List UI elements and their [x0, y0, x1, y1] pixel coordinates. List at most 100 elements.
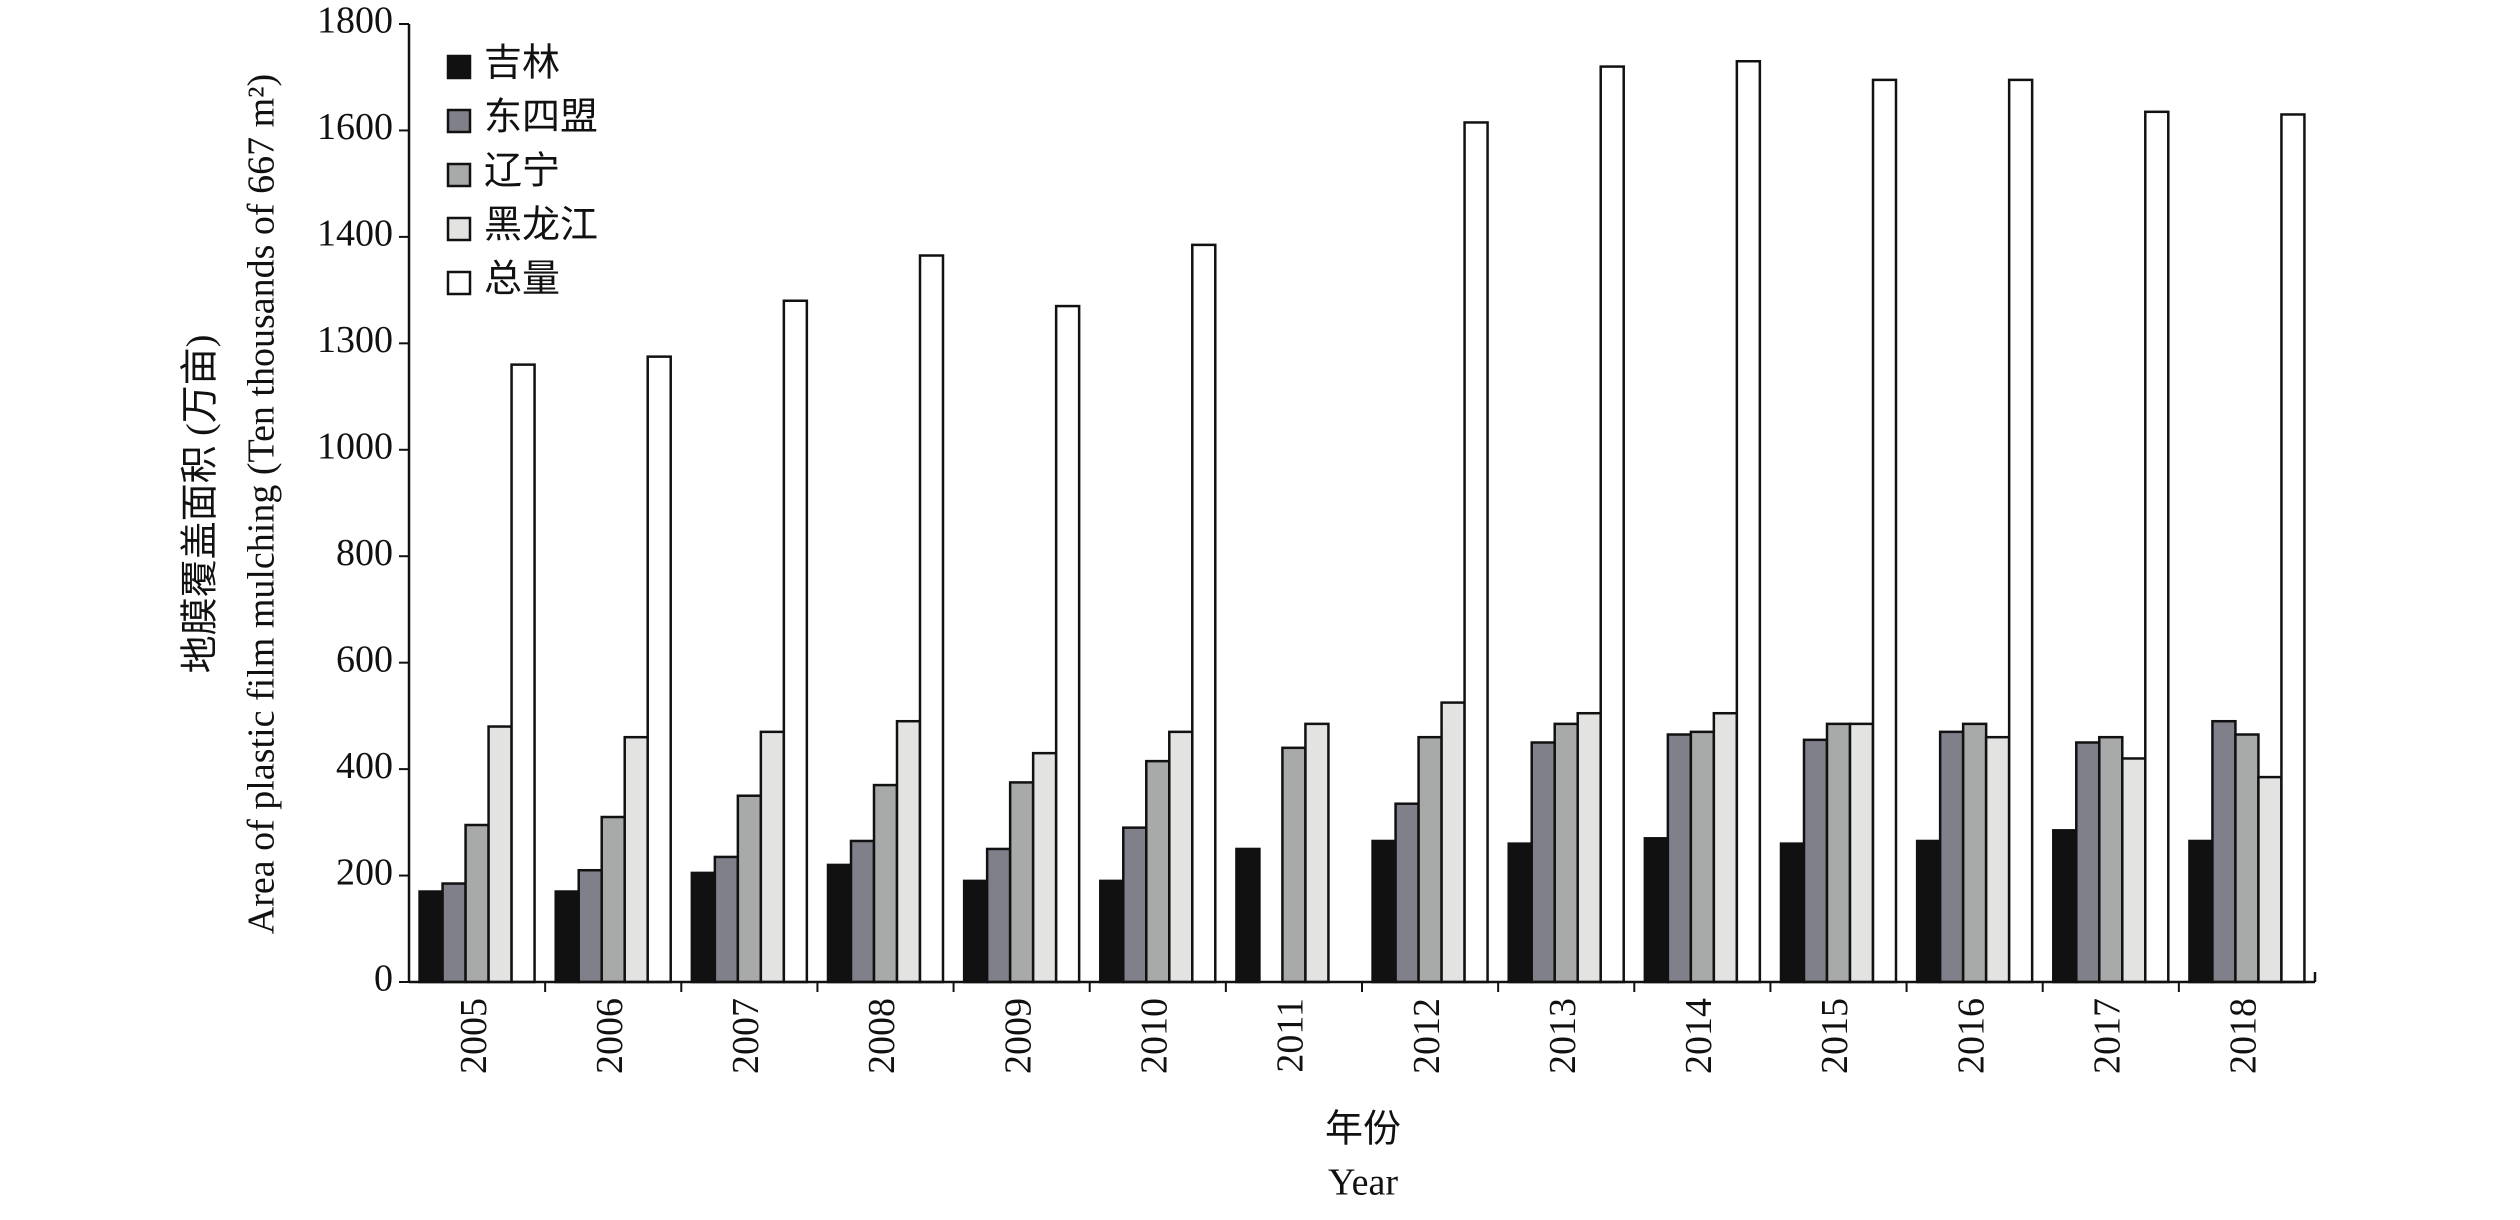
- y-tick-label: 400: [336, 745, 393, 787]
- bar: [1712, 711, 1739, 984]
- bar: [2234, 733, 2260, 984]
- bar: [1915, 839, 1942, 984]
- bar: [2144, 110, 2170, 984]
- bar: [1054, 304, 1081, 984]
- bar: [1961, 722, 1988, 984]
- bar: [1371, 839, 1397, 984]
- bar: [985, 847, 1012, 984]
- bar: [826, 863, 853, 984]
- y-axis-title: 地膜覆盖面积 (万亩): [180, 335, 222, 674]
- bar: [759, 730, 786, 984]
- x-tick-label: 2012: [1406, 998, 1448, 1074]
- bar: [1304, 722, 1330, 984]
- bar: [713, 855, 740, 984]
- legend-swatch: [446, 216, 472, 242]
- bar: [577, 868, 603, 984]
- x-tick-label: 2005: [453, 998, 495, 1074]
- bar: [487, 725, 513, 984]
- legend-label: 黑龙江: [484, 205, 598, 247]
- bar: [1235, 847, 1261, 984]
- bar: [1191, 243, 1217, 984]
- bar: [1666, 733, 1693, 984]
- bar: [2211, 719, 2237, 984]
- x-tick-label: 2010: [1134, 998, 1176, 1074]
- legend-label: 辽宁: [484, 151, 560, 193]
- bar: [1463, 121, 1489, 984]
- legend-swatch: [446, 162, 472, 188]
- x-tick-label: 2017: [2087, 998, 2129, 1074]
- bar: [1553, 722, 1579, 984]
- x-tick-label: 2015: [1814, 998, 1856, 1074]
- bar: [1643, 837, 1670, 984]
- bar: [1802, 738, 1829, 984]
- bar: [2098, 735, 2124, 984]
- bar: [872, 783, 899, 984]
- bar: [2052, 829, 2078, 984]
- bar: [2188, 839, 2214, 984]
- bar: [1984, 735, 2011, 984]
- x-tick-label: 2014: [1678, 998, 1720, 1074]
- x-tick-label: 2009: [997, 998, 1039, 1074]
- y-tick-label: 600: [336, 638, 393, 680]
- bar: [1871, 78, 1898, 984]
- bar: [1417, 735, 1443, 984]
- x-tick-label: 2006: [589, 998, 631, 1074]
- bar: [849, 839, 876, 984]
- y-tick-label: 800: [336, 532, 393, 574]
- bar: [1735, 60, 1762, 984]
- y-tick-label: 0: [374, 958, 393, 1000]
- bar: [2280, 113, 2306, 984]
- legend-label: 总量: [484, 259, 560, 301]
- x-tick-label: 2016: [1950, 998, 1992, 1074]
- bar: [2121, 757, 2147, 984]
- bar: [918, 254, 945, 984]
- bar: [1825, 722, 1852, 984]
- bar: [554, 890, 580, 984]
- x-axis-title: 年份: [1325, 1109, 1401, 1151]
- bar: [962, 879, 989, 984]
- legend-swatch: [446, 270, 472, 296]
- y-tick-label: 1300: [317, 319, 393, 361]
- bar: [1168, 730, 1194, 984]
- bar: [1530, 741, 1556, 984]
- bar: [2007, 78, 2034, 984]
- x-axis-title: Year: [1328, 1162, 1398, 1204]
- legend-swatch: [446, 54, 472, 80]
- legend-label: 东四盟: [484, 97, 598, 139]
- bar: [646, 355, 672, 984]
- bar: [418, 890, 444, 984]
- bar: [2257, 775, 2283, 984]
- bar: [1394, 802, 1420, 984]
- x-tick-label: 2018: [2223, 998, 2265, 1074]
- bar: [510, 363, 536, 984]
- bar: [895, 719, 922, 984]
- bar: [441, 882, 467, 984]
- bar: [1689, 730, 1716, 984]
- bar: [1008, 781, 1035, 984]
- y-tick-label: 1800: [317, 0, 393, 42]
- bar: [464, 823, 490, 984]
- bar: [2075, 741, 2101, 984]
- bar: [1599, 65, 1625, 984]
- bar: [736, 794, 763, 984]
- x-tick-label: 2007: [725, 998, 767, 1074]
- bar: [1576, 711, 1602, 984]
- bar: [1281, 746, 1307, 984]
- y-tick-label: 1400: [317, 213, 393, 255]
- bar: [1099, 879, 1125, 984]
- y-tick-label: 1000: [317, 425, 393, 467]
- x-tick-label: 2008: [861, 998, 903, 1074]
- y-tick-label: 1600: [317, 106, 393, 148]
- bar: [600, 815, 626, 984]
- bar: [690, 871, 717, 984]
- bar: [782, 299, 809, 984]
- y-tick-label: 200: [336, 851, 393, 893]
- x-tick-label: 2011: [1270, 998, 1312, 1073]
- legend-label: 吉林: [484, 43, 560, 85]
- bar: [1848, 722, 1875, 984]
- bar: [623, 735, 649, 984]
- bar: [1122, 826, 1148, 984]
- bar: [1779, 842, 1806, 984]
- x-tick-label: 2013: [1542, 998, 1584, 1074]
- bar: [1145, 759, 1171, 984]
